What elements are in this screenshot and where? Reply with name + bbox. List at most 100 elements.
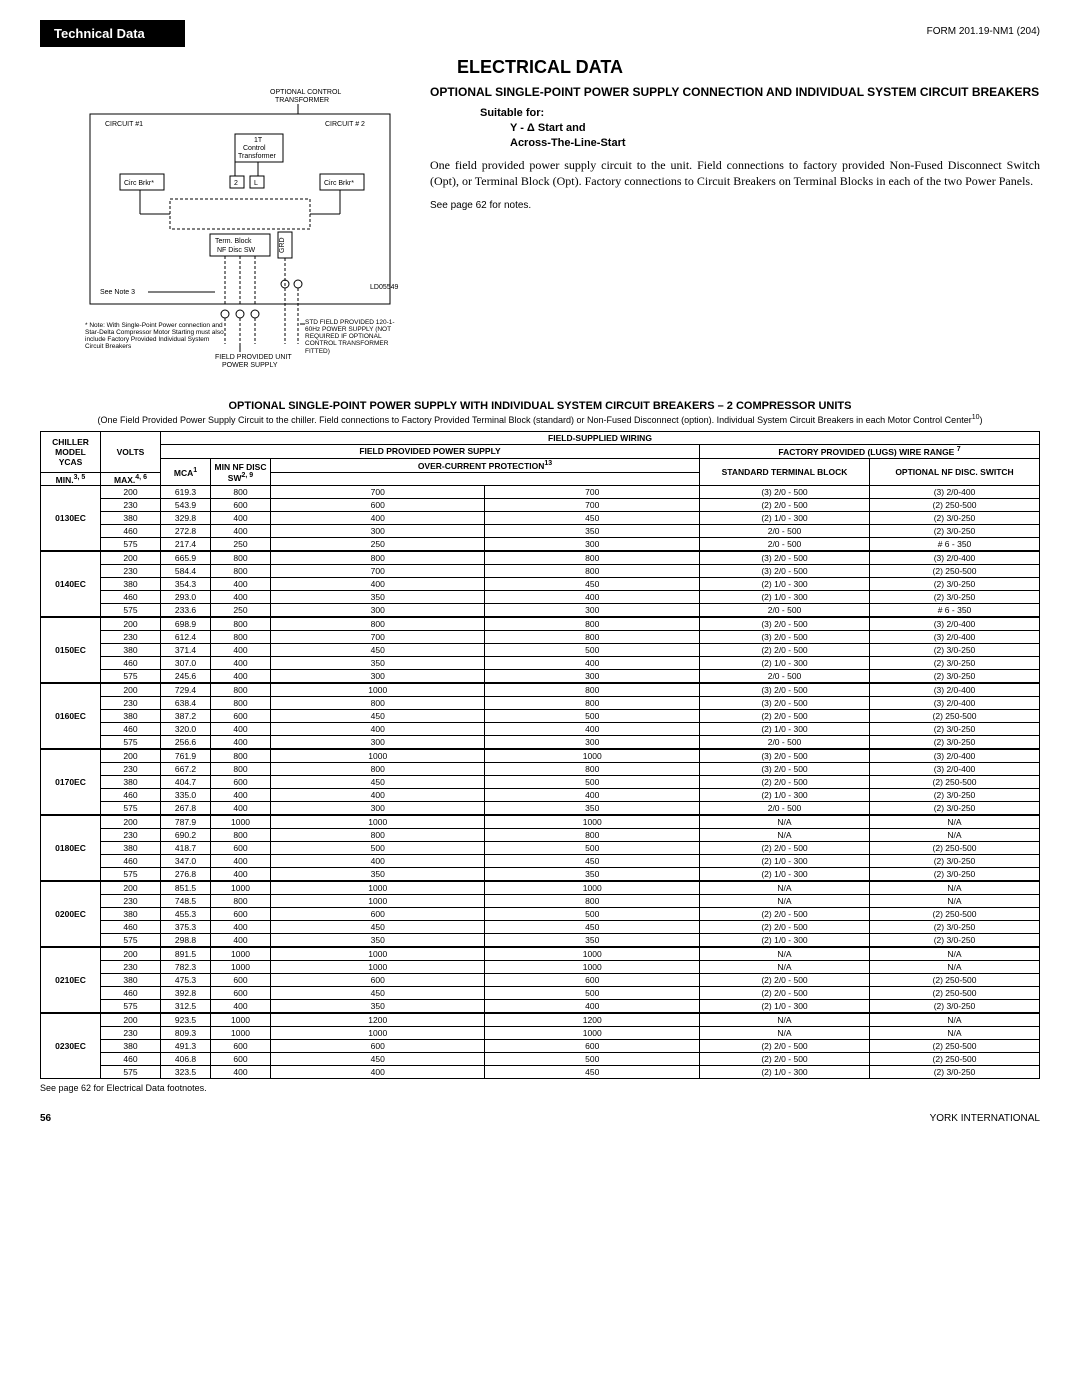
data-cell: 800 <box>485 895 700 908</box>
table-row: 575312.5400350400(2) 1/0 - 300(2) 3/0-25… <box>41 1000 1040 1014</box>
svg-text:See Note 3: See Note 3 <box>100 289 135 296</box>
data-cell: 400 <box>485 723 700 736</box>
table-row: 0160EC200729.48001000800(3) 2/0 - 500(3)… <box>41 683 1040 697</box>
data-cell: 800 <box>271 617 485 631</box>
data-cell: 380 <box>101 512 161 525</box>
data-cell: 400 <box>211 802 271 816</box>
data-cell: 543.9 <box>161 499 211 512</box>
data-cell: 200 <box>101 749 161 763</box>
section-text: OPTIONAL SINGLE-POINT POWER SUPPLY CONNE… <box>430 84 1040 213</box>
data-cell: 1000 <box>271 881 485 895</box>
table-row: 0200EC200851.5100010001000N/AN/A <box>41 881 1040 895</box>
data-cell: 400 <box>211 525 271 538</box>
data-cell: 500 <box>485 908 700 921</box>
data-cell: 298.8 <box>161 934 211 948</box>
data-cell: 400 <box>211 591 271 604</box>
data-cell: 400 <box>211 736 271 750</box>
data-cell: 729.4 <box>161 683 211 697</box>
data-cell: 1000 <box>271 1027 485 1040</box>
data-cell: 460 <box>101 789 161 802</box>
data-cell: N/A <box>700 829 870 842</box>
data-cell: 500 <box>485 644 700 657</box>
data-cell: (2) 1/0 - 300 <box>700 868 870 882</box>
data-cell: 245.6 <box>161 670 211 684</box>
page-footer: 56 YORK INTERNATIONAL <box>40 1113 1040 1124</box>
data-cell: (2) 3/0-250 <box>870 921 1040 934</box>
data-cell: 350 <box>485 802 700 816</box>
model-cell: 0230EC <box>41 1013 101 1079</box>
data-cell: (2) 1/0 - 300 <box>700 657 870 670</box>
data-cell: (2) 3/0-250 <box>870 591 1040 604</box>
data-cell: 307.0 <box>161 657 211 670</box>
data-cell: (2) 3/0-250 <box>870 868 1040 882</box>
svg-text:1T: 1T <box>254 137 263 144</box>
data-cell: 200 <box>101 486 161 499</box>
data-cell: 700 <box>271 486 485 499</box>
data-cell: 475.3 <box>161 974 211 987</box>
table-row: 380475.3600600600(2) 2/0 - 500(2) 250-50… <box>41 974 1040 987</box>
diagram-std-field: STD FIELD PROVIDED 120-1-60Hz POWER SUPP… <box>305 319 405 355</box>
data-cell: 600 <box>211 499 271 512</box>
data-cell: 354.3 <box>161 578 211 591</box>
data-cell: 1000 <box>271 961 485 974</box>
data-cell: 400 <box>211 921 271 934</box>
data-cell: N/A <box>870 1013 1040 1027</box>
see-page-note: See page 62 for notes. <box>430 199 1040 213</box>
data-cell: 380 <box>101 842 161 855</box>
data-cell: 200 <box>101 881 161 895</box>
data-cell: 500 <box>271 842 485 855</box>
data-cell: 575 <box>101 934 161 948</box>
data-cell: (2) 3/0-250 <box>870 512 1040 525</box>
table-row: 575276.8400350350(2) 1/0 - 300(2) 3/0-25… <box>41 868 1040 882</box>
data-cell: 1000 <box>485 947 700 961</box>
data-cell: (2) 2/0 - 500 <box>700 499 870 512</box>
table-row: 0180EC200787.9100010001000N/AN/A <box>41 815 1040 829</box>
data-cell: 380 <box>101 578 161 591</box>
data-cell: 450 <box>485 578 700 591</box>
data-cell: 1000 <box>211 961 271 974</box>
data-cell: 1000 <box>211 815 271 829</box>
data-cell: (2) 3/0-250 <box>870 802 1040 816</box>
technical-data-badge: Technical Data <box>40 20 185 47</box>
data-cell: 347.0 <box>161 855 211 868</box>
data-cell: 230 <box>101 499 161 512</box>
table-body: 0130EC200619.3800700700(3) 2/0 - 500(3) … <box>41 486 1040 1079</box>
data-cell: 400 <box>211 1066 271 1079</box>
data-cell: (2) 250-500 <box>870 710 1040 723</box>
data-cell: 1000 <box>485 881 700 895</box>
col-lugs: FACTORY PROVIDED (LUGS) WIRE RANGE 7 <box>700 445 1040 459</box>
data-cell: 800 <box>211 697 271 710</box>
data-cell: 584.4 <box>161 565 211 578</box>
model-cell: 0180EC <box>41 815 101 881</box>
table-subtitle: (One Field Provided Power Supply Circuit… <box>40 414 1040 425</box>
col-volts: VOLTS <box>101 432 161 473</box>
table-row: 460347.0400400450(2) 1/0 - 300(2) 3/0-25… <box>41 855 1040 868</box>
data-cell: 450 <box>485 855 700 868</box>
data-cell: 700 <box>271 631 485 644</box>
data-cell: (2) 1/0 - 300 <box>700 789 870 802</box>
data-cell: (2) 1/0 - 300 <box>700 1066 870 1079</box>
data-cell: 1000 <box>271 947 485 961</box>
data-cell: 690.2 <box>161 829 211 842</box>
data-cell: 575 <box>101 670 161 684</box>
data-cell: 400 <box>211 723 271 736</box>
data-cell: 460 <box>101 987 161 1000</box>
data-cell: 800 <box>485 683 700 697</box>
page-title: ELECTRICAL DATA <box>40 57 1040 78</box>
data-cell: 800 <box>271 697 485 710</box>
data-cell: (3) 2/0-400 <box>870 486 1040 499</box>
svg-text:POWER SUPPLY: POWER SUPPLY <box>222 362 278 369</box>
data-cell: N/A <box>700 895 870 908</box>
svg-text:NF Disc SW: NF Disc SW <box>217 247 256 254</box>
data-cell: 312.5 <box>161 1000 211 1014</box>
data-cell: N/A <box>870 895 1040 908</box>
model-cell: 0200EC <box>41 881 101 947</box>
data-cell: (2) 250-500 <box>870 565 1040 578</box>
data-cell: 460 <box>101 1053 161 1066</box>
data-cell: 575 <box>101 1000 161 1014</box>
data-cell: 392.8 <box>161 987 211 1000</box>
data-cell: 500 <box>485 710 700 723</box>
data-cell: (2) 3/0-250 <box>870 855 1040 868</box>
data-cell: 400 <box>211 934 271 948</box>
data-cell: 323.5 <box>161 1066 211 1079</box>
